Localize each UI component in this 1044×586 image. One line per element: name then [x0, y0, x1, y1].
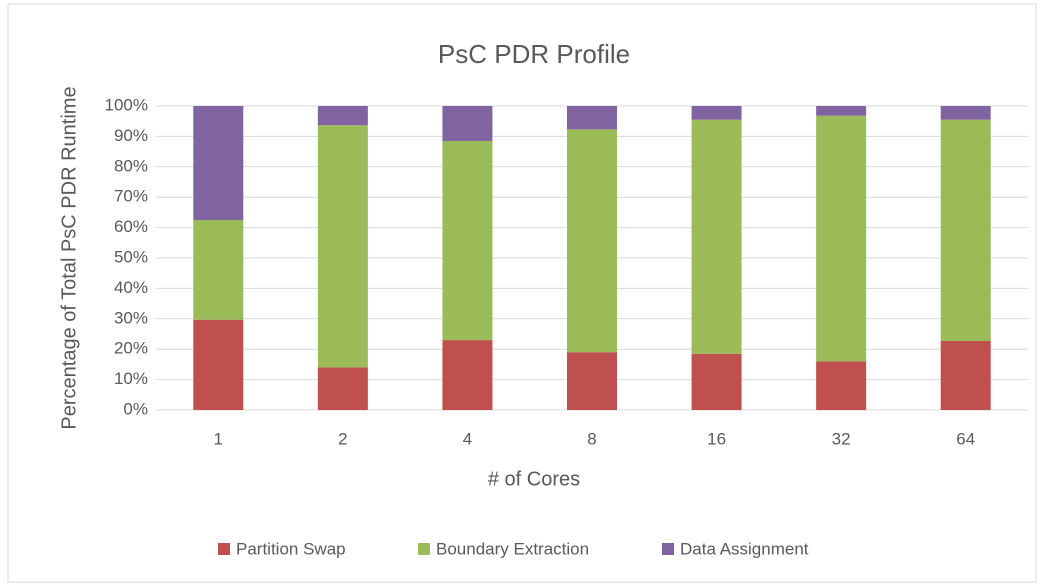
bar-segment [691, 353, 742, 410]
bar-segment [567, 129, 617, 353]
bar-segment [940, 340, 991, 410]
legend-label: Partition Swap [236, 539, 346, 558]
chart-border [7, 3, 1037, 583]
chart-title: PsC PDR Profile [438, 39, 630, 69]
x-tick-label: 4 [463, 429, 472, 448]
y-tick-label: 80% [114, 156, 148, 175]
x-tick-label: 32 [832, 429, 851, 448]
x-tick-label: 64 [956, 429, 975, 448]
bar-segment [691, 106, 742, 120]
x-tick-label: 2 [338, 429, 347, 448]
y-tick-label: 40% [114, 278, 148, 297]
legend-swatch [662, 543, 674, 555]
legend-swatch [218, 543, 230, 555]
bar-segment [567, 106, 617, 130]
bar-segment [317, 367, 368, 410]
bar-segment [816, 106, 867, 116]
bar-segment [940, 119, 991, 341]
x-tick-label: 1 [214, 429, 223, 448]
x-tick-label: 8 [587, 429, 596, 448]
y-tick-label: 10% [114, 369, 148, 388]
bar-segment [816, 361, 867, 410]
y-tick-label: 100% [105, 95, 148, 114]
bar-segment [567, 352, 617, 410]
legend-label: Boundary Extraction [436, 539, 589, 558]
bar-segment [193, 319, 244, 410]
bar-segment [193, 220, 244, 320]
y-tick-label: 70% [114, 187, 148, 206]
bar-segment [317, 125, 368, 368]
legend-swatch [418, 543, 430, 555]
bar-segment [442, 340, 493, 410]
y-axis-title: Percentage of Total PsC PDR Runtime [58, 86, 80, 429]
bar-segment [442, 106, 493, 141]
y-tick-label: 20% [114, 339, 148, 358]
y-tick-label: 50% [114, 247, 148, 266]
y-tick-label: 90% [114, 126, 148, 145]
x-tick-label: 16 [707, 429, 726, 448]
x-axis-title: # of Cores [488, 468, 580, 490]
bar-segment [691, 119, 742, 354]
bar-segment [940, 106, 991, 120]
bar-segment [317, 106, 368, 126]
bar-segment [816, 115, 867, 362]
bar-segment [442, 140, 493, 341]
y-tick-label: 60% [114, 217, 148, 236]
bar-segment [193, 106, 244, 220]
y-tick-label: 0% [123, 399, 148, 418]
legend-label: Data Assignment [680, 539, 809, 558]
y-tick-label: 30% [114, 308, 148, 327]
